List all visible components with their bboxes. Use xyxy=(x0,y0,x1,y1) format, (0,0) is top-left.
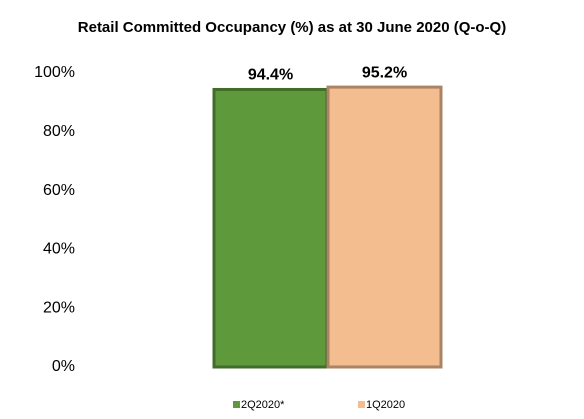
y-tick-label: 0% xyxy=(52,358,75,375)
legend-swatch xyxy=(358,401,365,408)
y-tick-label: 100% xyxy=(34,64,75,81)
legend-swatch xyxy=(233,401,240,408)
data-label: 94.4% xyxy=(248,67,293,84)
y-tick-label: 40% xyxy=(43,241,75,258)
y-tick-label: 20% xyxy=(43,299,75,316)
bar xyxy=(212,87,329,369)
y-tick-label: 80% xyxy=(43,123,75,140)
legend-label: 2Q2020* xyxy=(241,399,285,411)
bar xyxy=(326,85,443,369)
data-label: 95.2% xyxy=(362,64,407,81)
legend-label: 1Q2020 xyxy=(366,399,405,411)
chart-title: Retail Committed Occupancy (%) as at 30 … xyxy=(78,19,506,36)
y-tick-label: 60% xyxy=(43,182,75,199)
